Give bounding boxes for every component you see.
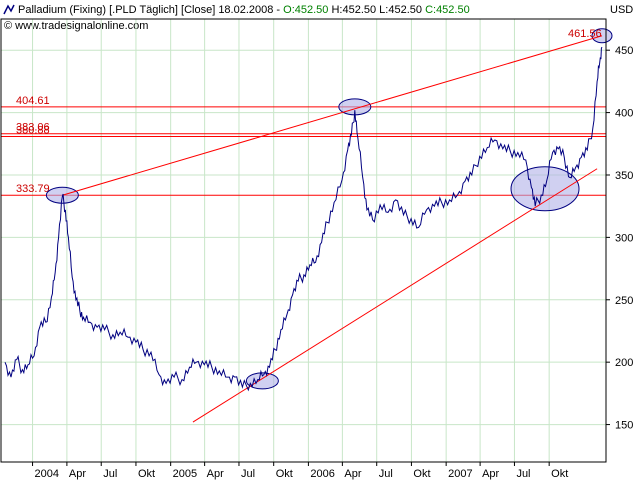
x-tick-label: Okt <box>276 468 293 480</box>
header-title: Palladium (Fixing) [.PLD Täglich] [Close… <box>18 4 283 16</box>
header-hl: H:452.50 L:452.50 <box>328 4 425 16</box>
trend-line <box>192 168 598 423</box>
x-tick-label: Okt <box>551 468 568 480</box>
level-label: 333.79 <box>16 183 50 195</box>
x-tick-label: 2006 <box>310 468 334 480</box>
x-tick-label: Apr <box>207 468 224 480</box>
y-tick-label: 200 <box>615 357 633 369</box>
trend-lines <box>62 35 603 423</box>
x-tick-label: Jul <box>379 468 393 480</box>
level-label: 380.88 <box>16 124 50 136</box>
price-series <box>4 46 603 392</box>
trend-line <box>62 35 603 196</box>
x-tick-label: Apr <box>344 468 361 480</box>
last-value-label: 461.56 <box>568 28 602 40</box>
y-axis: 150 200 250 300 350 400 450 <box>606 45 633 432</box>
level-label: 383.06 <box>16 122 50 134</box>
x-tick-label: 2007 <box>448 468 472 480</box>
highlight-ellipse <box>245 372 279 390</box>
y-tick-label: 350 <box>615 170 633 182</box>
chart-header: Palladium (Fixing) [.PLD Täglich] [Close… <box>3 4 470 32</box>
header-open: O:452.50 <box>283 4 328 16</box>
currency-label: USD <box>610 4 633 16</box>
header-close: C:452.50 <box>425 4 470 16</box>
highlight-ellipse <box>510 166 580 212</box>
x-tick-label: Apr <box>482 468 499 480</box>
watermark: © www.tradesignalonline.com <box>4 20 148 32</box>
x-tick-label: Apr <box>69 468 86 480</box>
y-tick-label: 450 <box>615 45 633 57</box>
y-tick-label: 400 <box>615 108 633 120</box>
x-tick-label: Jul <box>516 468 530 480</box>
x-axis: 2004 Apr Jul Okt 2005 Apr Jul Okt 2006 Apr Jul Okt 2… <box>32 462 568 480</box>
level-label: 404.61 <box>16 95 50 107</box>
plot-frame <box>0 18 607 463</box>
x-tick-label: Okt <box>138 468 155 480</box>
x-tick-label: Jul <box>103 468 117 480</box>
chart-line-icon <box>3 4 15 15</box>
x-tick-label: Jul <box>241 468 255 480</box>
svg-text:Palladium (Fixing) [.PLD Tägl: Palladium (Fixing) [.PLD Täglich] [Close… <box>18 4 470 16</box>
y-tick-label: 150 <box>615 420 633 432</box>
y-tick-label: 250 <box>615 295 633 307</box>
price-line <box>4 46 603 392</box>
grid <box>1 19 606 462</box>
x-tick-label: 2004 <box>35 468 59 480</box>
x-tick-label: Okt <box>413 468 430 480</box>
y-tick-label: 300 <box>615 232 633 244</box>
highlight-ellipses <box>45 28 613 390</box>
x-tick-label: 2005 <box>173 468 197 480</box>
